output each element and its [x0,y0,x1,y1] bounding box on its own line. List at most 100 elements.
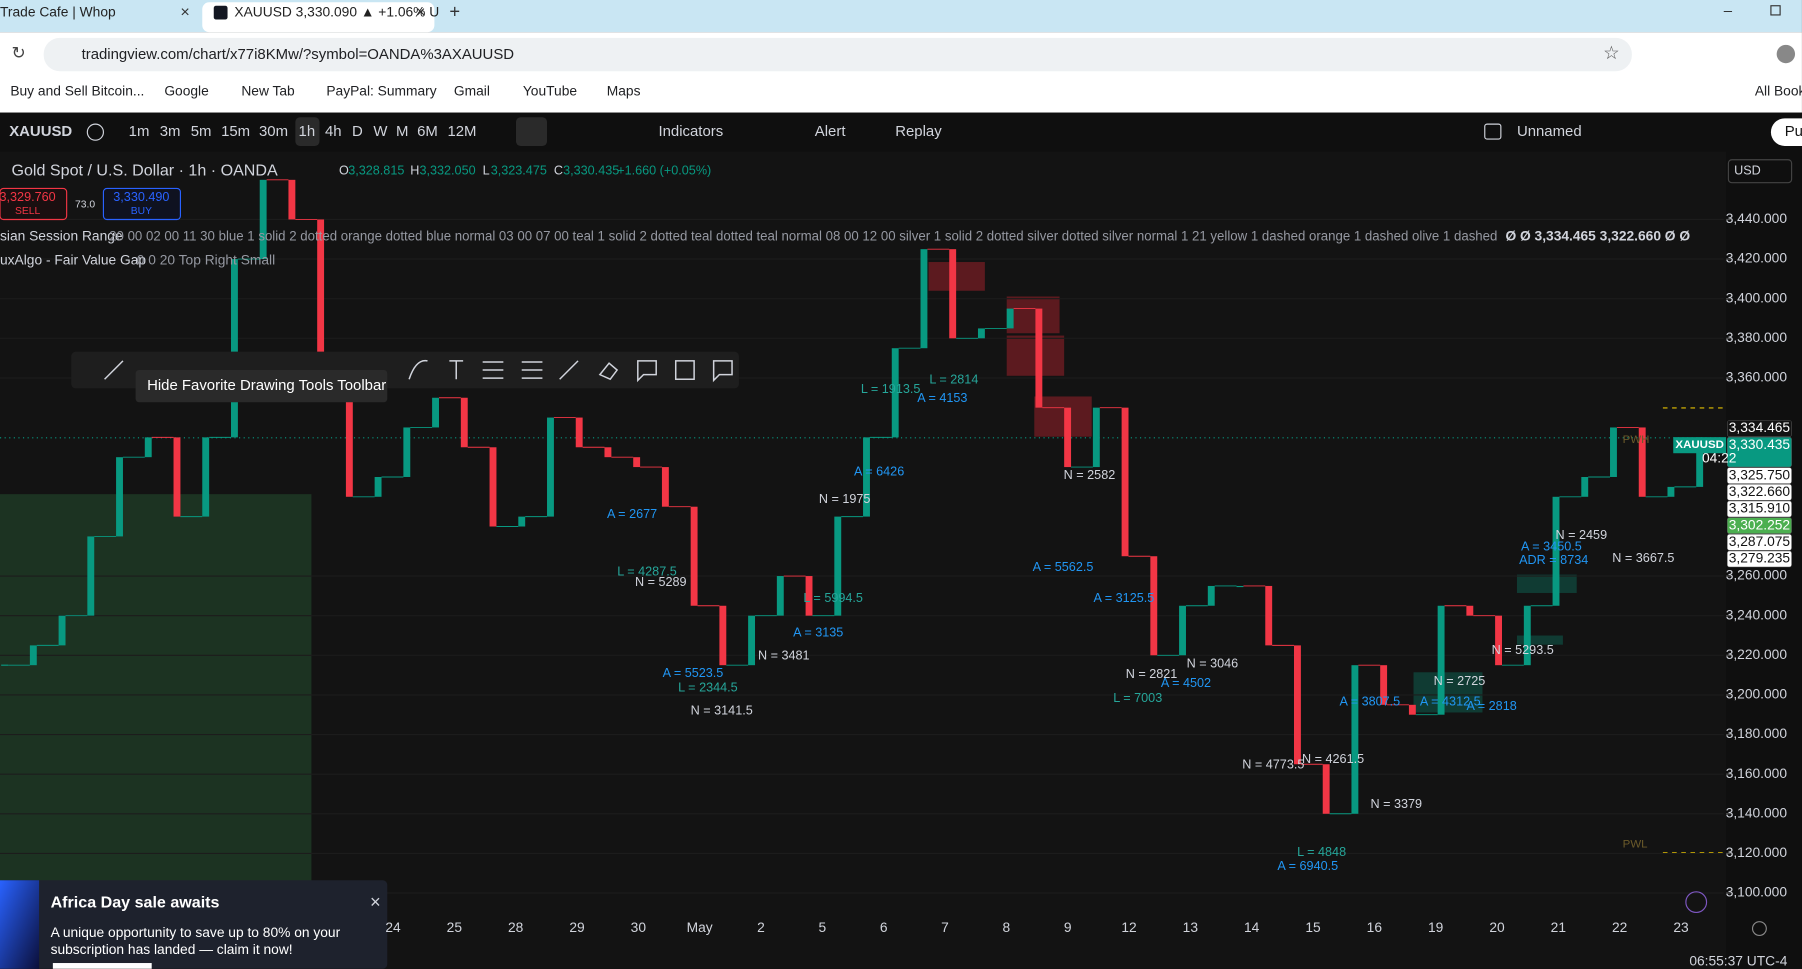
x-tick-label: 8 [1003,920,1011,935]
bookmark: Gmail [454,84,490,99]
annotation: L = 2814 [929,373,978,387]
sell-label: SELL [15,206,41,217]
x-tick-label: 29 [569,920,585,935]
annotation: N = 5289 [635,575,687,589]
star[interactable]: ☆ [1603,42,1619,63]
currency-select[interactable] [1727,159,1793,184]
compare-icon[interactable] [86,123,105,141]
fvg-box [1516,635,1563,645]
minimize[interactable]: – [1724,2,1733,19]
y-tick-label: 3,440.000 [1726,211,1788,226]
candle [1351,665,1359,814]
x-tick-label: 22 [1612,920,1627,935]
new-tab[interactable]: + [449,1,460,22]
ohlc: L [483,164,490,178]
popup-button[interactable] [52,963,152,969]
active-interval [295,117,320,146]
tool-note[interactable] [712,360,733,383]
price-tag [1726,467,1792,484]
x-tick-label: 7 [941,920,949,935]
x-tick-label: 5 [819,920,827,935]
fvg-box [1413,672,1483,713]
interval: 4h [325,123,342,140]
tool-callout[interactable] [637,360,657,383]
pwh-label: PWH [1623,434,1650,446]
fvg-box [928,262,985,291]
annotation: A = 5562.5 [1033,560,1094,574]
annotation: L = 1913.5 [861,382,921,396]
bookmark: All Bookm [1755,84,1802,99]
ohlc: 3,323.475 [491,164,547,178]
interval: 12M [447,123,476,140]
tool-brush[interactable] [559,360,579,380]
price-tag [1726,436,1792,468]
tool-curve[interactable] [408,359,428,380]
indicator-name: sian Session Range [0,228,123,243]
tool-text[interactable] [449,360,464,380]
x-tick-label: May [687,920,713,935]
annotation: L = 7003 [1113,691,1162,705]
candle [977,328,985,339]
bookmark: New Tab [241,84,295,99]
candle [1207,585,1215,606]
buy-price: 3,330.490 [113,190,169,204]
x-tick-label: 15 [1305,920,1321,935]
interval: 1m [129,123,150,140]
annotation: L = 2344.5 [678,681,738,695]
annotation: A = 6426 [854,465,904,479]
price-tag [1726,500,1792,518]
reload[interactable]: ↻ [11,43,25,63]
price-tag-label: 3,315.910 [1729,501,1791,516]
annotation: A = 2818 [1467,699,1517,713]
interval: 15m [221,123,250,140]
buy-button[interactable] [102,187,181,221]
candle [345,358,353,497]
tab-close[interactable]: × [180,3,189,21]
indicator-params: 0 0 20 Top Right Small [137,253,275,268]
annotation: N = 4261.5 [1302,752,1364,766]
tool-eraser[interactable] [598,362,619,381]
sell-button[interactable] [0,187,68,221]
active-tab[interactable] [202,2,435,33]
maximize[interactable] [1770,5,1781,16]
candle [460,397,468,448]
assistant-icon[interactable] [1685,891,1708,914]
tool-trendline[interactable] [104,360,124,380]
ohlc: O [339,164,349,178]
x-tick-label: 28 [508,920,524,935]
candle [690,506,698,606]
tab-close[interactable]: × [416,3,425,21]
price-tag-label: 3,322.660 [1729,484,1791,499]
profile[interactable] [1776,44,1796,64]
bookmark: PayPal: Summary [326,84,436,99]
candle [173,437,181,517]
buy-label: BUY [131,206,152,217]
price-tag-label: 3,279.235 [1729,551,1791,566]
tool-fib[interactable] [482,361,504,379]
popup-body: subscription has landed — claim it now! [51,942,293,957]
popup-close[interactable]: × [370,891,381,912]
price-tag [1726,533,1792,551]
annotation: A = 3450.5 [1521,539,1582,553]
publish-button[interactable] [1770,118,1802,146]
candle [748,615,756,666]
candle [1236,585,1244,588]
settings-icon[interactable] [1751,921,1767,937]
price-tag-label: 3,325.750 [1729,467,1791,482]
candle [719,605,727,666]
price-tag-label: 3,334.465 [1729,420,1791,435]
tool-pitchfork[interactable] [521,361,543,379]
clock: 06:55:37 UTC-4 [1689,954,1787,969]
countdown: 04:22 [1702,451,1737,466]
price-tag-label: 3,330.435 [1729,437,1791,452]
candle [116,457,123,537]
chart-type[interactable] [515,117,548,146]
candle [1581,476,1589,497]
price-tag-label: 3,302.252 [1729,517,1790,532]
interval: 1h [299,123,316,140]
pwl-label: PWL [1623,839,1648,851]
address-bar[interactable] [43,37,1632,72]
tool-rect[interactable] [674,360,695,380]
y-tick-label: 3,260.000 [1726,568,1788,583]
